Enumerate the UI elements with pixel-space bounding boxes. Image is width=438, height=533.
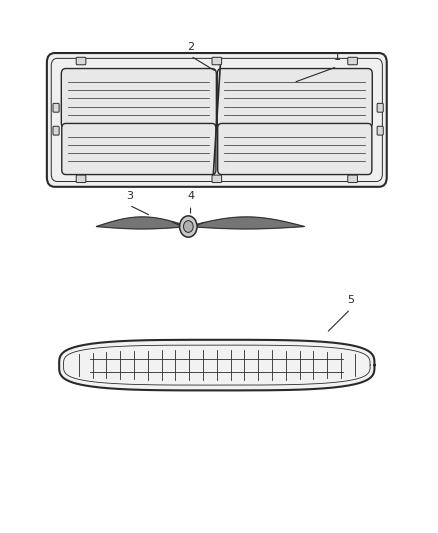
Polygon shape [188, 217, 304, 229]
FancyBboxPatch shape [348, 57, 357, 64]
Circle shape [180, 216, 197, 237]
FancyBboxPatch shape [212, 175, 222, 182]
FancyBboxPatch shape [62, 124, 216, 175]
Text: 4: 4 [187, 191, 194, 201]
Circle shape [184, 221, 193, 232]
FancyBboxPatch shape [212, 57, 222, 64]
Text: 2: 2 [187, 42, 194, 52]
Text: 3: 3 [126, 191, 133, 201]
Text: 1: 1 [334, 52, 341, 62]
FancyBboxPatch shape [53, 126, 59, 135]
FancyBboxPatch shape [217, 69, 372, 128]
Text: 5: 5 [347, 295, 354, 305]
Polygon shape [96, 217, 188, 229]
FancyBboxPatch shape [76, 175, 86, 182]
FancyBboxPatch shape [377, 126, 383, 135]
FancyBboxPatch shape [76, 57, 86, 64]
FancyBboxPatch shape [218, 124, 372, 175]
FancyBboxPatch shape [348, 175, 357, 182]
FancyBboxPatch shape [377, 103, 383, 112]
FancyBboxPatch shape [61, 69, 216, 128]
Polygon shape [59, 340, 374, 390]
FancyBboxPatch shape [47, 53, 387, 187]
FancyBboxPatch shape [53, 103, 59, 112]
